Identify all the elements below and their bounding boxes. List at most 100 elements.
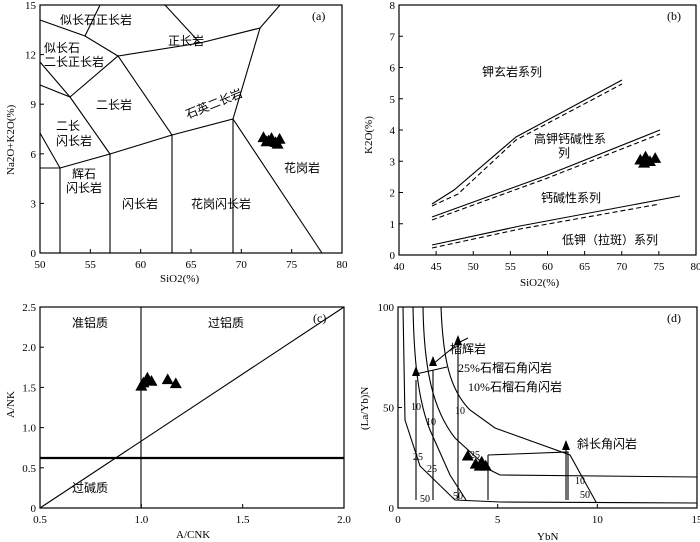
panel-b-frame <box>398 4 697 256</box>
x-tick-label: 60 <box>542 261 554 273</box>
panel-d-layb-yb-diagram: 0 5 10 15 0 50 100 榴辉岩 25%石榴石角闪岩 10%石榴石角闪岩 斜长角… <box>359 302 700 542</box>
d-arrow-amphibolite <box>562 440 570 450</box>
x-tick-label: 0 <box>395 514 401 526</box>
y-tick-label: 0 <box>31 503 37 515</box>
y-tick-label: 9 <box>31 99 37 111</box>
panel-c-field-boundaries <box>39 306 345 509</box>
x-tick-label: 60 <box>135 259 147 271</box>
y-tick-label: 2.5 <box>22 302 36 314</box>
panel-d-melting-curves <box>402 306 698 504</box>
d-melt-label: 25 <box>427 464 437 475</box>
y-tick-label: 2 <box>390 188 396 200</box>
x-tick-label: 2.0 <box>337 514 351 526</box>
x-tick-label: 75 <box>286 259 298 271</box>
x-tick-label: 1.5 <box>236 514 250 526</box>
y-tick-label: 3 <box>31 198 37 210</box>
y-tick-label: 3 <box>390 156 396 168</box>
y-tick-label: 6 <box>390 63 396 75</box>
a-field-label: 二长 <box>56 119 80 133</box>
sample-point <box>169 377 182 389</box>
sample-point <box>638 156 651 168</box>
x-tick-label: 1.0 <box>134 514 148 526</box>
a-field-label: 似长石 <box>44 41 80 55</box>
x-tick-label: 70 <box>616 261 628 273</box>
d-leader-eclogite <box>415 366 448 375</box>
sample-point <box>135 379 148 391</box>
b-series-label: 高钾钙碱性系 <box>534 131 606 146</box>
sample-point <box>271 137 284 149</box>
panel-b-points <box>634 150 662 168</box>
sample-point <box>649 152 662 163</box>
a-boundary-9 <box>117 27 261 120</box>
d-melt-label: 25 <box>470 450 480 461</box>
d-melt-label: 25 <box>413 452 423 463</box>
panel-b-series-boundaries <box>431 79 681 249</box>
a-boundary-10 <box>39 61 71 98</box>
x-tick-label: 65 <box>186 259 198 271</box>
y-tick-label: 8 <box>390 0 396 12</box>
panel-c-label: (c) <box>313 311 326 325</box>
panel-c-ylabel: A/NK <box>5 391 17 418</box>
y-tick-label: 2.0 <box>22 342 36 354</box>
a-field-label: 二长岩 <box>96 97 132 112</box>
y-tick-label: 1.0 <box>22 423 36 435</box>
a-field-label: 花岗岩 <box>284 160 320 175</box>
panel-d-points <box>461 449 492 471</box>
panel-a-ylabel: Na2O+K2O(%) <box>5 104 17 175</box>
c-field-label: 过铝质 <box>208 315 244 330</box>
a-boundary-5 <box>232 118 323 254</box>
d-melt-label: 10 <box>455 406 465 417</box>
panel-c-ticks: 0.5 1.0 1.5 2.000.51.01.52.02.5 <box>22 302 351 526</box>
panel-c-points <box>135 371 182 391</box>
panel-a-points <box>257 131 286 149</box>
d-curve-10 <box>440 306 597 503</box>
a-field-label: 闪长岩 <box>56 133 92 148</box>
x-tick-label: 80 <box>337 259 349 271</box>
y-tick-label: 0 <box>389 503 395 515</box>
y-tick-label: 0 <box>390 250 396 262</box>
a-field-label: 石英二长岩 <box>183 85 244 121</box>
panel-a-field-boundaries <box>39 4 323 254</box>
d-melt-label: 10 <box>575 476 585 487</box>
d-envelope-outer <box>402 306 698 504</box>
d-arrow-eclogite <box>412 366 420 376</box>
d-curve-label: 25%石榴石角闪岩 <box>458 360 552 375</box>
d-melt-label: 50 <box>580 490 590 501</box>
a-field-label: 花岗闪长岩 <box>191 196 251 211</box>
x-tick-label: 10 <box>592 514 604 526</box>
b-boundary-shoshonite <box>431 79 623 205</box>
a-boundary-4 <box>171 118 234 253</box>
d-curve-label: 10%石榴石角闪岩 <box>468 379 562 394</box>
panel-a-xlabel: SiO2(%) <box>160 273 199 285</box>
b-boundary-highk <box>431 129 661 218</box>
sample-point <box>260 135 273 147</box>
panel-a-label: (a) <box>312 9 325 23</box>
x-tick-label: 45 <box>431 261 443 273</box>
c-boundary-diagonal <box>39 306 345 509</box>
d-curve-label: 斜长角闪岩 <box>577 436 637 451</box>
a-field-label: 正长岩 <box>168 33 204 48</box>
y-tick-label: 1 <box>390 219 396 231</box>
panel-b-xlabel: SiO2(%) <box>520 277 559 289</box>
a-field-label: 闪长岩 <box>66 180 102 195</box>
d-melt-label: 50 <box>420 494 430 505</box>
b-series-label: 列 <box>558 146 570 160</box>
b-series-label: 钾玄岩系列 <box>482 64 542 79</box>
x-tick-label: 0.5 <box>33 514 47 526</box>
x-tick-label: 80 <box>691 261 700 273</box>
d-curve-amphibolite <box>487 451 569 500</box>
y-tick-label: 12 <box>25 50 36 62</box>
c-field-label: 过碱质 <box>72 481 108 495</box>
b-boundary-shoshonite-alt <box>431 83 623 207</box>
b-series-label: 低钾（拉斑）系列 <box>562 232 658 247</box>
d-melt-label: 10 <box>411 402 421 413</box>
sample-point <box>161 373 174 385</box>
y-tick-label: 6 <box>31 149 37 161</box>
panel-b-ylabel: K2O(%) <box>363 116 375 154</box>
d-melt-label: 50 <box>453 491 463 502</box>
d-leader-25 <box>432 345 456 365</box>
x-tick-label: 50 <box>468 261 480 273</box>
y-tick-label: 15 <box>25 0 37 12</box>
b-boundary-calcalkaline-alt <box>431 203 661 249</box>
